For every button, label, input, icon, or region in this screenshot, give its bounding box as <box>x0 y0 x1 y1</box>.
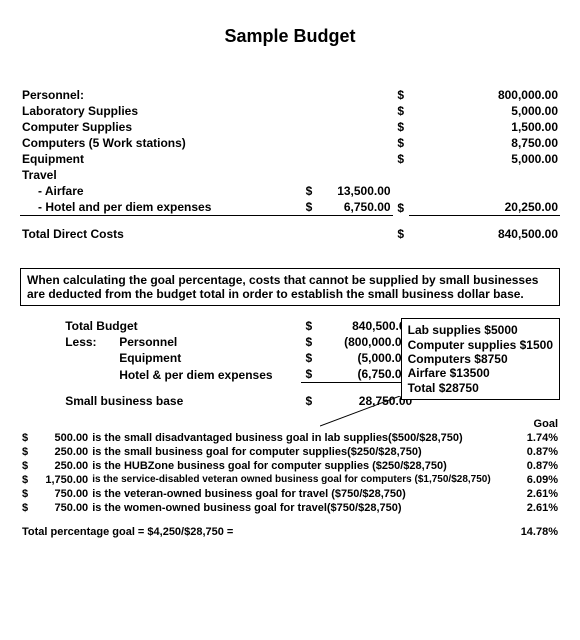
total-pct-label: Total percentage goal = $4,250/$28,750 = <box>20 525 495 539</box>
base-label: Small business base <box>63 393 301 409</box>
sbox-line: Computers $8750 <box>408 352 553 366</box>
goal-row: $750.00is the veteran-owned business goa… <box>20 487 560 501</box>
summary-box: Lab supplies $5000 Computer supplies $15… <box>401 318 560 400</box>
note-box: When calculating the goal percentage, co… <box>20 268 560 307</box>
cur: $ <box>393 87 409 103</box>
less-label: Less: <box>63 334 117 350</box>
goal-row: $250.00is the small business goal for co… <box>20 445 560 459</box>
sbox-line: Airfare $13500 <box>408 366 553 380</box>
total-budget-label: Total Budget <box>63 318 301 334</box>
goal-row: $1,750.00is the service-disabled veteran… <box>20 473 560 487</box>
page-title: Sample Budget <box>20 26 560 47</box>
total-direct-amount: 840,500.00 <box>409 226 560 242</box>
sbox-line: Computer supplies $1500 <box>408 338 553 352</box>
total-direct-label: Total Direct Costs <box>20 226 301 242</box>
budget-table: Personnel:$800,000.00 Laboratory Supplie… <box>20 87 560 242</box>
goal-header: Goal <box>495 417 560 431</box>
connector-line <box>320 396 490 436</box>
travel-label: Travel <box>20 167 301 183</box>
travel-total: 20,250.00 <box>409 199 560 216</box>
hotel-label: - Hotel and per diem expenses <box>20 199 301 216</box>
airfare-label: - Airfare <box>20 183 301 199</box>
total-pct: 14.78% <box>495 525 560 539</box>
goal-row: $250.00is the HUBZone business goal for … <box>20 459 560 473</box>
amt: 800,000.00 <box>409 87 560 103</box>
line-label: Personnel: <box>20 87 301 103</box>
sbox-line: Lab supplies $5000 <box>408 323 553 337</box>
sbox-line: Total $28750 <box>408 381 553 395</box>
goal-row: $750.00is the women-owned business goal … <box>20 501 560 515</box>
